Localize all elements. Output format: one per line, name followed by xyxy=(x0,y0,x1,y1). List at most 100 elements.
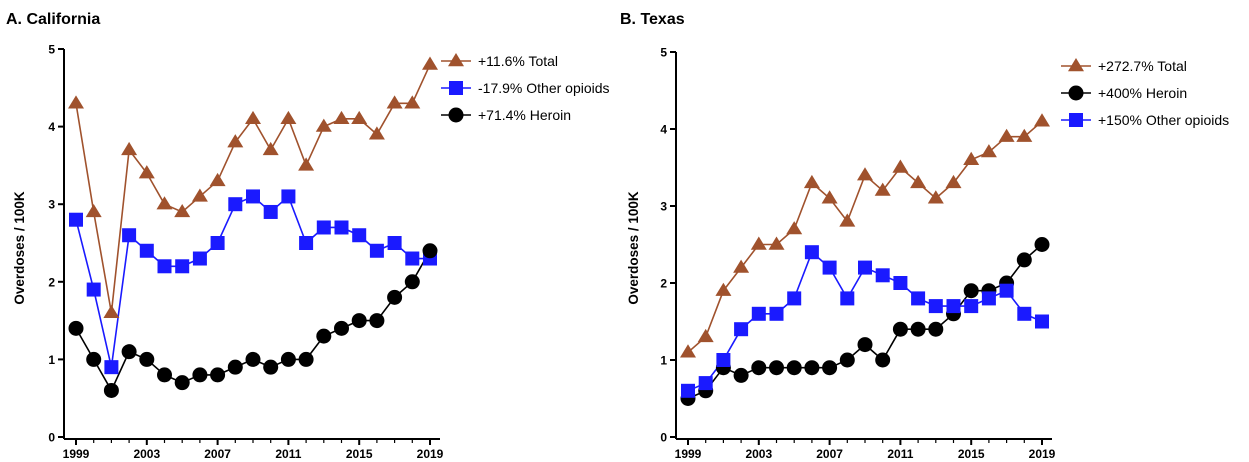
data-point-heroin xyxy=(86,351,102,367)
x-tick-label: 2003 xyxy=(745,447,772,461)
x-tick-label: 2015 xyxy=(346,447,373,461)
y-axis-label: Overdoses / 100K xyxy=(626,191,641,305)
data-point-total xyxy=(768,236,785,250)
data-point-total xyxy=(209,172,226,187)
data-point-other xyxy=(981,291,996,306)
data-point-other xyxy=(104,360,119,375)
data-point-other xyxy=(893,276,908,290)
data-point-total xyxy=(121,141,138,156)
data-point-total xyxy=(422,56,438,70)
data-point-total xyxy=(803,174,820,189)
y-tick-label: 0 xyxy=(660,431,667,445)
y-axis-label: Overdoses / 100K xyxy=(12,191,27,305)
data-point-total xyxy=(733,259,750,273)
data-point-other xyxy=(228,197,243,212)
data-point-other xyxy=(769,306,784,321)
data-point-total xyxy=(68,95,84,109)
data-point-heroin xyxy=(769,360,784,376)
data-point-heroin xyxy=(804,360,820,376)
x-tick-label: 2011 xyxy=(887,447,913,461)
data-point-other xyxy=(246,189,260,204)
legend-label-total: +272.7% Total xyxy=(1098,58,1187,74)
data-point-heroin xyxy=(928,321,944,337)
data-point-heroin xyxy=(334,320,349,336)
data-point-other xyxy=(369,243,384,258)
legend-marker-heroin xyxy=(1068,85,1084,101)
x-tick-label: 2019 xyxy=(417,447,444,461)
data-point-heroin xyxy=(280,351,296,367)
data-point-total xyxy=(839,213,856,227)
data-point-total xyxy=(138,165,155,179)
data-point-other xyxy=(751,306,766,321)
y-tick-label: 0 xyxy=(48,431,55,445)
data-point-heroin xyxy=(1016,252,1032,268)
data-point-heroin xyxy=(174,375,190,391)
data-point-total xyxy=(945,174,962,189)
data-point-total xyxy=(821,190,838,204)
data-point-total xyxy=(103,304,120,319)
x-tick-label: 2015 xyxy=(958,447,985,461)
data-point-heroin xyxy=(157,367,172,383)
data-point-heroin xyxy=(857,337,873,353)
data-point-heroin xyxy=(822,360,838,376)
data-point-heroin xyxy=(910,321,926,337)
y-tick-label: 2 xyxy=(48,275,55,289)
y-tick-label: 2 xyxy=(660,277,667,291)
data-point-total xyxy=(697,328,714,343)
data-point-other xyxy=(387,236,402,250)
data-point-total xyxy=(191,188,208,202)
data-point-heroin xyxy=(263,359,279,375)
y-tick-label: 5 xyxy=(660,46,667,60)
data-point-heroin xyxy=(298,351,314,367)
data-point-other xyxy=(69,212,83,227)
y-tick-label: 3 xyxy=(48,198,55,212)
data-point-heroin xyxy=(227,359,243,375)
y-tick-label: 4 xyxy=(48,120,55,134)
data-point-total xyxy=(280,110,297,125)
data-point-heroin xyxy=(210,367,226,383)
data-point-other xyxy=(316,220,331,235)
data-point-total xyxy=(262,141,279,156)
data-point-other xyxy=(822,260,837,275)
data-point-other xyxy=(1035,314,1049,329)
data-point-other xyxy=(157,259,172,274)
panel-california: A. California Overdoses / 100K 0 1 2 3 4 5 199… xyxy=(6,11,610,461)
data-point-total xyxy=(333,110,350,125)
data-point-total xyxy=(786,221,803,235)
data-point-other xyxy=(352,228,367,243)
data-point-total xyxy=(298,157,315,171)
data-point-heroin xyxy=(733,367,749,383)
data-point-total xyxy=(874,182,891,196)
data-point-other xyxy=(946,299,961,314)
data-point-other xyxy=(681,383,695,398)
data-point-other xyxy=(334,220,349,235)
data-point-total xyxy=(227,134,244,148)
data-point-total xyxy=(750,236,767,250)
x-tick-label: 2007 xyxy=(816,447,843,461)
legend-label-heroin: +71.4% Heroin xyxy=(478,107,571,123)
panel-title: A. California xyxy=(6,11,100,28)
y-tick-label: 3 xyxy=(660,200,667,214)
data-point-heroin xyxy=(369,313,385,329)
data-point-total xyxy=(386,95,403,109)
data-point-total xyxy=(927,190,944,204)
data-point-total xyxy=(1034,113,1050,127)
legend-marker-heroin xyxy=(448,107,464,123)
data-point-total xyxy=(315,118,332,132)
data-point-heroin xyxy=(387,289,403,305)
data-point-other xyxy=(698,376,713,391)
data-point-total xyxy=(857,167,873,181)
data-point-heroin xyxy=(839,352,855,368)
data-point-total xyxy=(404,95,421,109)
legend-marker-total xyxy=(448,53,464,67)
legend-label-heroin: +400% Heroin xyxy=(1098,85,1187,101)
x-tick-label: 2007 xyxy=(204,447,231,461)
data-point-heroin xyxy=(192,367,208,383)
data-point-other xyxy=(86,282,101,297)
data-point-heroin xyxy=(875,352,891,368)
data-point-heroin xyxy=(121,344,137,360)
legend-marker-other xyxy=(449,81,463,95)
legend-label-total: +11.6% Total xyxy=(478,53,558,69)
data-point-other xyxy=(734,322,749,337)
